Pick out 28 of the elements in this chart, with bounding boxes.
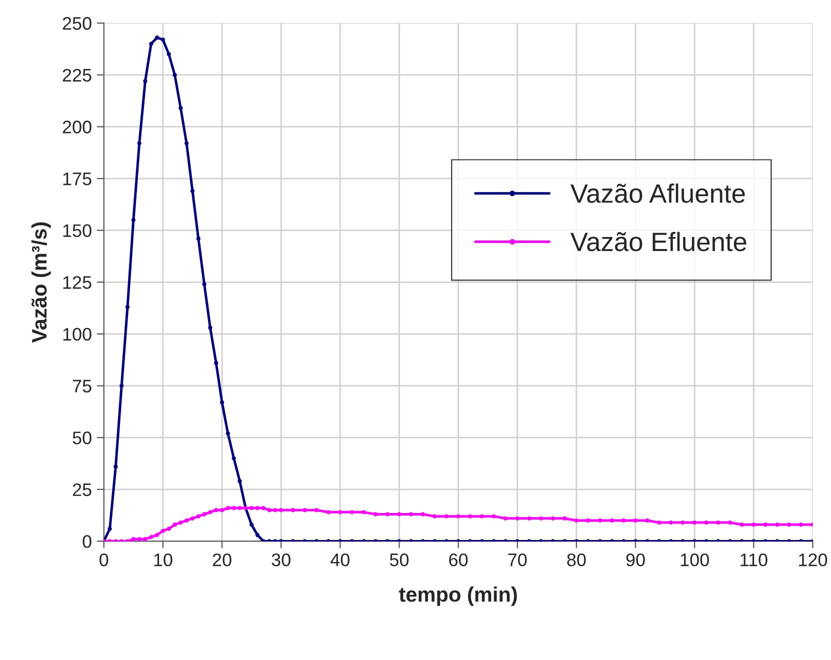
y-tick-label: 0 [82, 535, 92, 548]
y-tick-label: 125 [63, 276, 92, 289]
y-tick-label: 25 [72, 483, 92, 496]
y-tick-label: 75 [72, 380, 92, 392]
y-tick-label: 50 [72, 432, 92, 444]
x-tick-label: 40 [330, 553, 350, 566]
y-tick-label: 200 [62, 120, 92, 134]
x-tick-label: 120 [799, 553, 828, 566]
x-tick-label: 60 [449, 553, 468, 566]
y-axis-title: Vazão (m³/s) [31, 222, 51, 343]
legend-label: Vazão Afluente [570, 184, 745, 203]
x-tick-label: 30 [272, 553, 290, 566]
x-tick-label: 0 [100, 553, 108, 566]
y-tick-label: 100 [63, 328, 92, 341]
x-tick-label: 100 [680, 553, 709, 566]
x-tick-label: 20 [212, 553, 232, 566]
x-tick-label: 90 [626, 553, 645, 566]
x-tick-label: 50 [390, 553, 409, 566]
x-tick-label: 10 [154, 553, 172, 566]
x-axis-title: tempo (min) [398, 586, 517, 606]
y-tick-label: 150 [63, 224, 92, 238]
x-tick-label: 110 [740, 553, 768, 566]
x-tick-label: 80 [567, 553, 586, 566]
x-tick-label: 70 [508, 553, 527, 566]
y-tick-label: 175 [63, 172, 92, 186]
legend-label: Vazão Efluente [570, 232, 746, 252]
y-tick-label: 250 [62, 17, 92, 30]
y-tick-label: 225 [62, 68, 92, 82]
